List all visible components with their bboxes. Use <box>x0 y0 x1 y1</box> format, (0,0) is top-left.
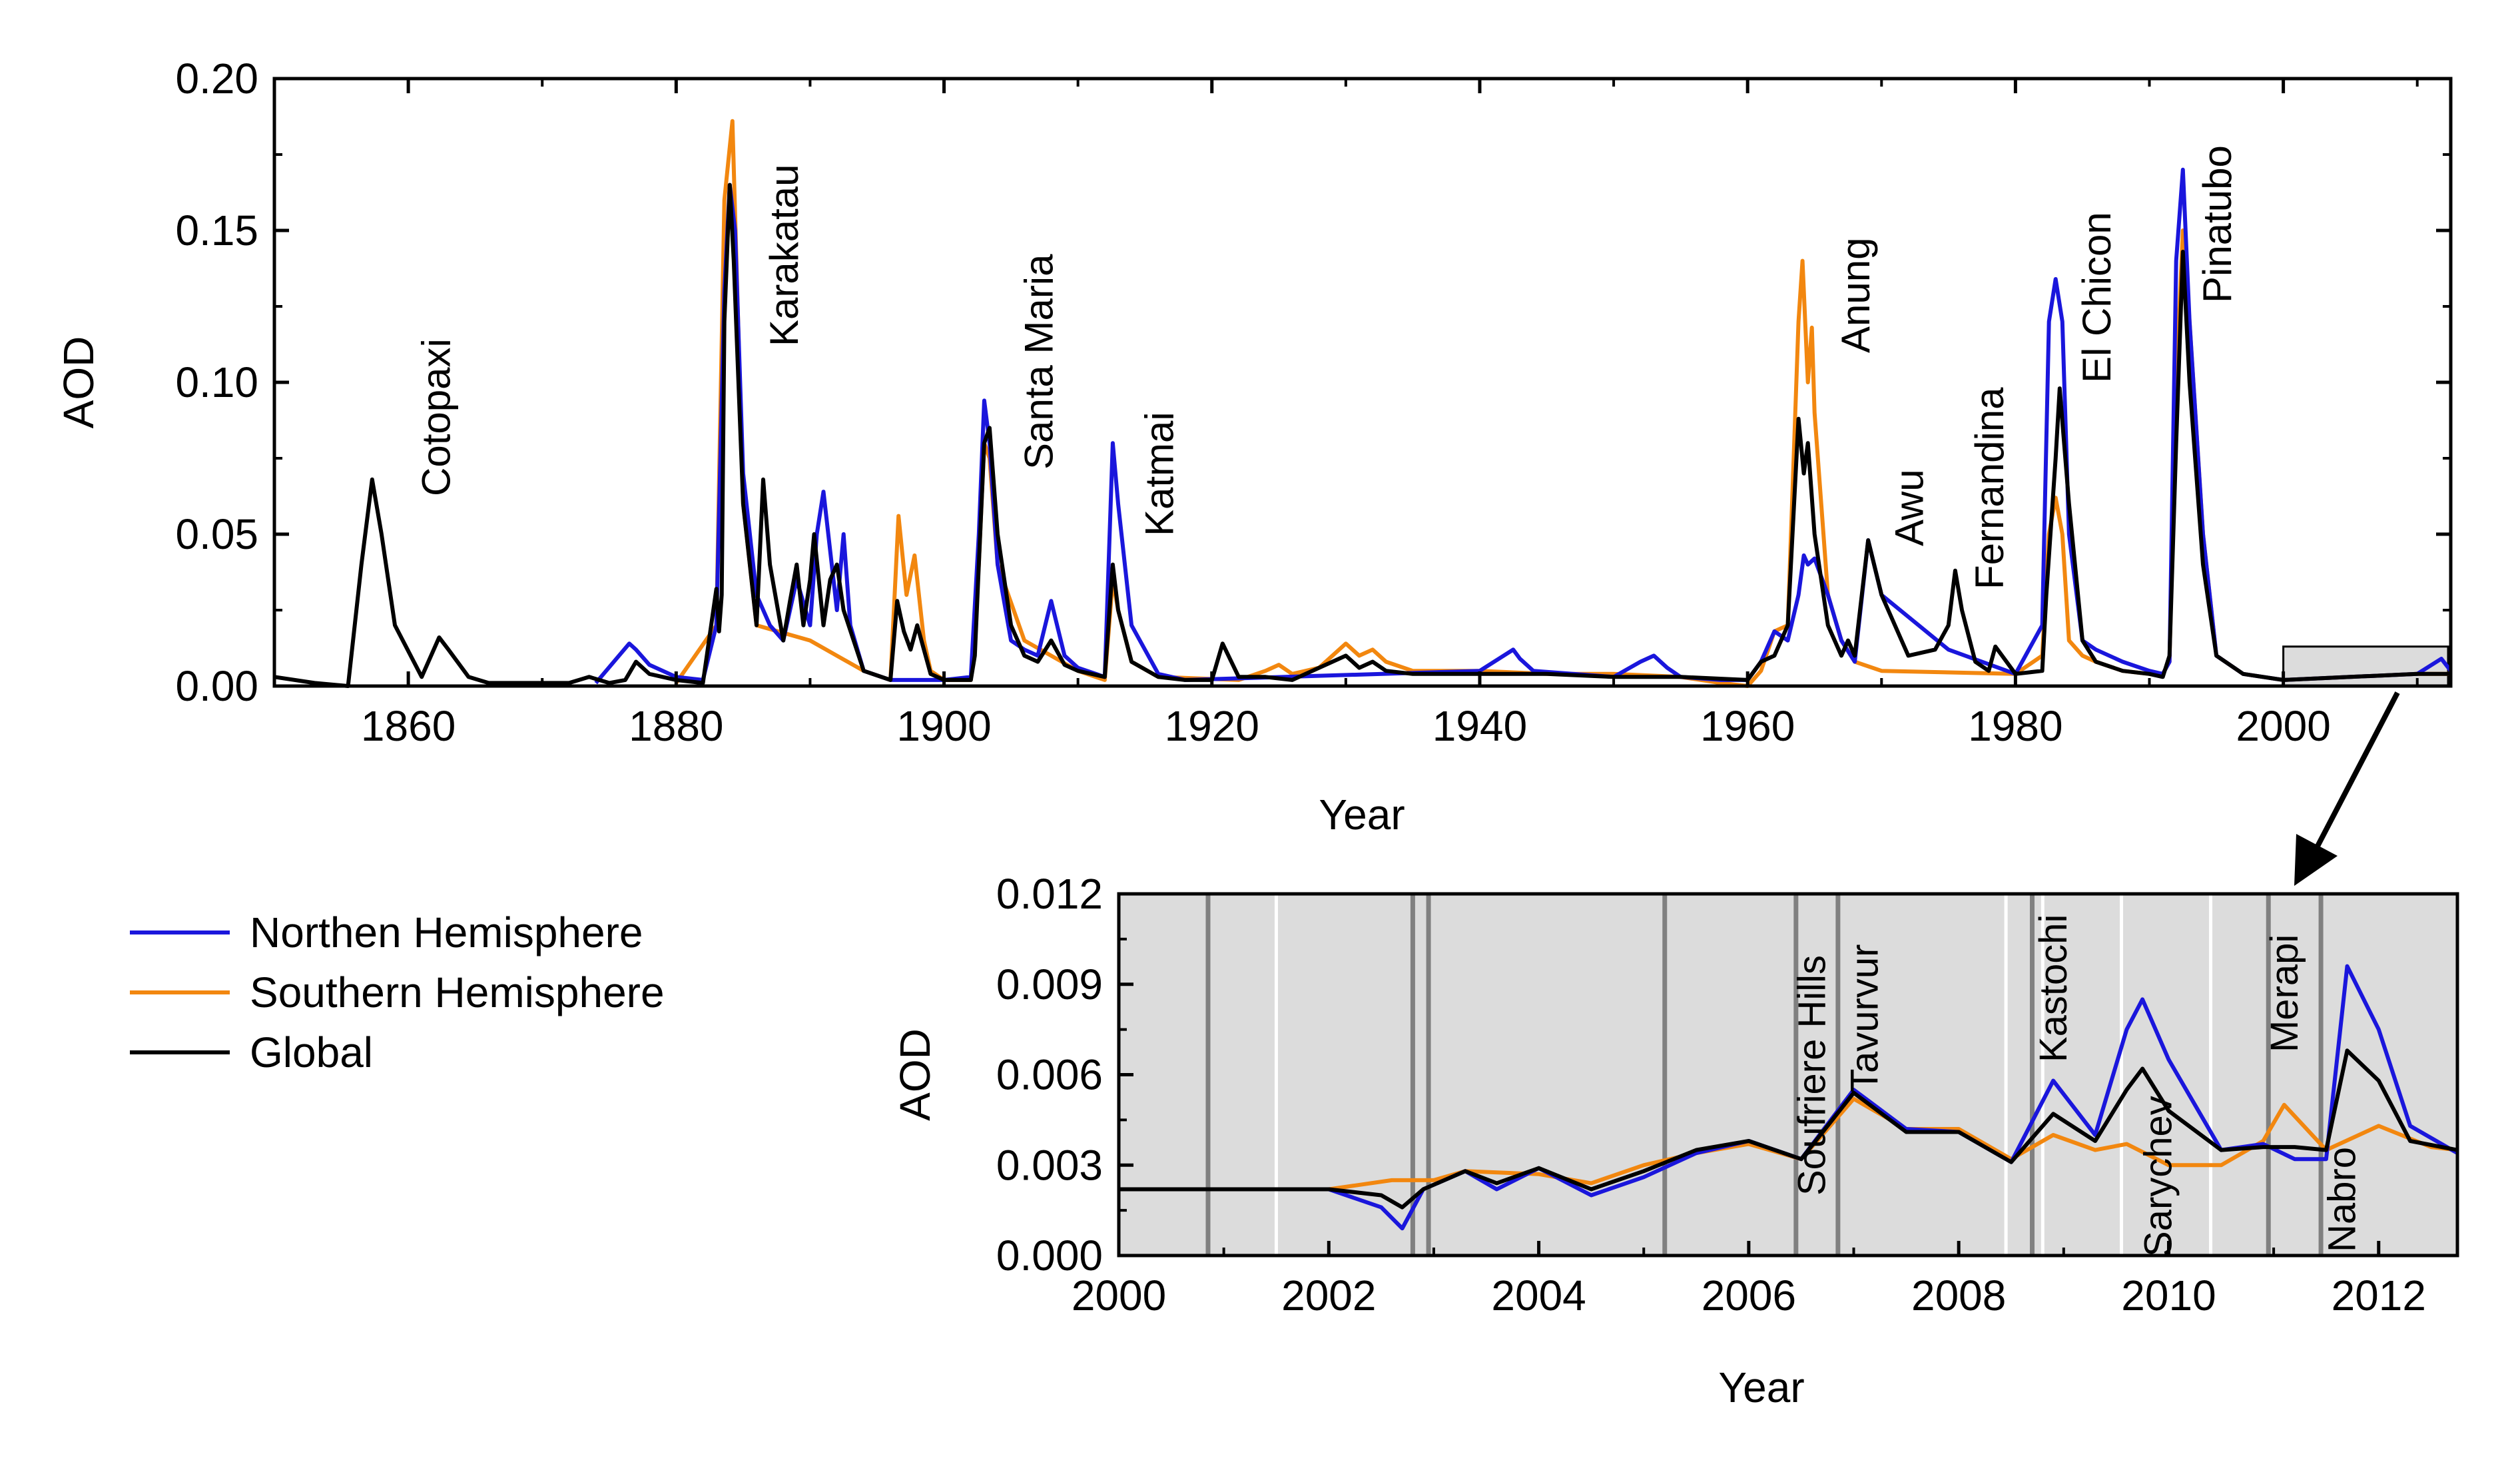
inset-annotation-soufriere-hills: Soufriere Hills <box>1790 955 1833 1196</box>
inset-x-tick-label: 2004 <box>1491 1272 1586 1319</box>
main-annotation-fernandina: Fernandina <box>1967 387 2012 589</box>
inset-x-tick-label: 2012 <box>2332 1272 2426 1319</box>
inset-x-tick-label: 2002 <box>1281 1272 1376 1319</box>
main-x-tick-label: 1920 <box>1165 702 1259 750</box>
main-annotation-pinatubo: Pinatubo <box>2195 145 2240 303</box>
main-series-line-north <box>594 167 2453 685</box>
inset-y-axis-label: AOD <box>891 1028 939 1121</box>
main-x-tick-label: 1960 <box>1700 702 1795 750</box>
inset-x-tick-label: 2000 <box>1072 1272 1166 1319</box>
main-x-tick-label: 1900 <box>896 702 991 750</box>
inset-x-tick-label: 2006 <box>1702 1272 1796 1319</box>
main-y-tick-label: 0.05 <box>175 510 258 558</box>
inset-y-tick-label: 0.012 <box>996 870 1103 918</box>
inset-x-tick-label: 2008 <box>1911 1272 2006 1319</box>
legend-label-north: Northen Hemisphere <box>250 909 643 956</box>
main-x-tick-label: 2000 <box>2236 702 2330 750</box>
main-annotation-katmai: Katmai <box>1137 412 1181 536</box>
main-y-tick-label: 0.10 <box>175 358 258 406</box>
main-y-tick-label: 0.15 <box>175 206 258 254</box>
inset-annotation-kastochi: Kastochi <box>2032 915 2075 1062</box>
main-x-tick-label: 1880 <box>629 702 723 750</box>
legend-label-global: Global <box>250 1028 373 1076</box>
main-annotation-anung: Anung <box>1833 238 1878 354</box>
main-annotation-karakatau: Karakatau <box>762 164 806 346</box>
main-x-tick-label: 1860 <box>361 702 456 750</box>
inset-y-tick-label: 0.009 <box>996 960 1103 1008</box>
inset-annotation-merapi: Merapi <box>2263 934 2306 1052</box>
legend-label-south: Southern Hemisphere <box>250 968 665 1016</box>
main-annotation-awu: Awu <box>1887 469 1932 546</box>
zoom-arrow-head <box>2294 834 2338 886</box>
main-y-axis-label: AOD <box>55 336 103 429</box>
main-series-line-global <box>274 183 2451 688</box>
main-x-tick-label: 1980 <box>1968 702 2062 750</box>
inset-background <box>1119 894 2457 1256</box>
main-x-axis-label: Year <box>1319 791 1405 839</box>
main-annotation-cotopaxi: Cotopaxi <box>414 338 458 496</box>
inset-y-tick-label: 0.006 <box>996 1051 1103 1099</box>
main-plot-frame <box>272 77 2453 688</box>
main-y-tick-label: 0.00 <box>175 662 258 710</box>
zoom-arrow-shaft <box>2312 691 2400 854</box>
inset-y-tick-label: 0.003 <box>996 1141 1103 1189</box>
inset-annotation-sarychev: Sarychev <box>2137 1096 2180 1257</box>
inset-y-tick-label: 0.000 <box>996 1232 1103 1280</box>
main-annotation-el-chicon: El Chicon <box>2074 212 2119 383</box>
inset-annotation-nabro: Nabro <box>2321 1147 2364 1252</box>
main-annotation-santa-maria: Santa Maria <box>1016 254 1061 470</box>
inset-x-tick-label: 2010 <box>2121 1272 2216 1319</box>
main-y-tick-label: 0.20 <box>175 55 258 103</box>
inset-x-axis-label: Year <box>1718 1363 1804 1411</box>
main-x-tick-label: 1940 <box>1432 702 1527 750</box>
inset-annotation-tavurvur: Tavurvur <box>1843 944 1886 1092</box>
inset-series-line-global <box>1119 1048 2458 1210</box>
